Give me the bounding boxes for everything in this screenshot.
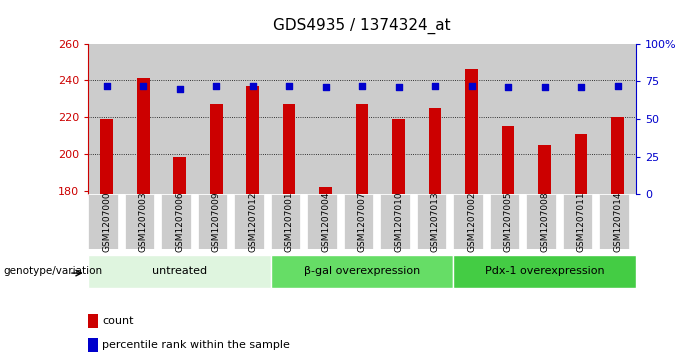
Bar: [100, 119, 113, 194]
Point: [539, 84, 550, 90]
FancyBboxPatch shape: [454, 194, 483, 249]
Text: GSM1207011: GSM1207011: [577, 191, 585, 252]
Point: [612, 83, 623, 89]
FancyBboxPatch shape: [198, 194, 227, 249]
Bar: [575, 134, 588, 194]
FancyBboxPatch shape: [380, 194, 410, 249]
Bar: [344, 44, 380, 194]
Bar: [380, 44, 417, 194]
Text: GDS4935 / 1374324_at: GDS4935 / 1374324_at: [273, 17, 451, 33]
Bar: [526, 44, 563, 194]
Text: GSM1207010: GSM1207010: [394, 191, 403, 252]
Point: [320, 84, 331, 90]
Point: [211, 83, 222, 89]
Point: [393, 84, 404, 90]
Bar: [611, 117, 624, 194]
Bar: [125, 44, 161, 194]
FancyBboxPatch shape: [161, 194, 191, 249]
Text: GSM1207001: GSM1207001: [285, 191, 294, 252]
Text: Pdx-1 overexpression: Pdx-1 overexpression: [485, 266, 605, 276]
Bar: [88, 44, 125, 194]
FancyBboxPatch shape: [307, 194, 337, 249]
Bar: [599, 44, 636, 194]
Text: GSM1207008: GSM1207008: [540, 191, 549, 252]
Bar: [161, 44, 198, 194]
FancyBboxPatch shape: [344, 194, 373, 249]
Bar: [173, 158, 186, 194]
Point: [466, 83, 477, 89]
Bar: [271, 44, 307, 194]
Point: [137, 83, 149, 89]
Text: untreated: untreated: [152, 266, 207, 276]
Text: GSM1207003: GSM1207003: [139, 191, 148, 252]
Bar: [417, 44, 454, 194]
Text: GSM1207009: GSM1207009: [211, 191, 220, 252]
Point: [503, 84, 513, 90]
Text: GSM1207012: GSM1207012: [248, 191, 257, 252]
Point: [248, 83, 258, 89]
Bar: [502, 126, 515, 194]
Bar: [538, 144, 551, 194]
Bar: [465, 69, 478, 194]
Text: GSM1207013: GSM1207013: [430, 191, 439, 252]
FancyBboxPatch shape: [235, 194, 264, 249]
FancyBboxPatch shape: [563, 194, 592, 249]
FancyBboxPatch shape: [88, 255, 271, 288]
Text: GSM1207014: GSM1207014: [613, 191, 622, 252]
FancyBboxPatch shape: [125, 194, 154, 249]
FancyBboxPatch shape: [526, 194, 556, 249]
Bar: [490, 44, 526, 194]
Text: count: count: [102, 316, 133, 326]
Point: [575, 84, 586, 90]
Text: GSM1207006: GSM1207006: [175, 191, 184, 252]
Bar: [392, 119, 405, 194]
FancyBboxPatch shape: [417, 194, 446, 249]
Bar: [454, 44, 490, 194]
Bar: [209, 104, 222, 194]
Bar: [563, 44, 599, 194]
Text: GSM1207007: GSM1207007: [358, 191, 367, 252]
FancyBboxPatch shape: [599, 194, 629, 249]
Point: [356, 83, 367, 89]
FancyBboxPatch shape: [454, 255, 636, 288]
Bar: [235, 44, 271, 194]
Bar: [198, 44, 235, 194]
Point: [101, 83, 112, 89]
Point: [284, 83, 294, 89]
Bar: [356, 104, 369, 194]
Text: GSM1207005: GSM1207005: [504, 191, 513, 252]
FancyBboxPatch shape: [271, 194, 301, 249]
Bar: [88, 338, 98, 352]
FancyBboxPatch shape: [490, 194, 520, 249]
Bar: [88, 314, 98, 329]
Bar: [283, 104, 296, 194]
FancyBboxPatch shape: [271, 255, 454, 288]
Bar: [307, 44, 344, 194]
Text: GSM1207004: GSM1207004: [321, 191, 330, 252]
Point: [430, 83, 441, 89]
Text: GSM1207000: GSM1207000: [102, 191, 111, 252]
Point: [174, 86, 185, 91]
Text: percentile rank within the sample: percentile rank within the sample: [102, 340, 290, 350]
Bar: [428, 108, 441, 194]
Bar: [137, 78, 150, 194]
Text: genotype/variation: genotype/variation: [3, 266, 103, 276]
Text: β-gal overexpression: β-gal overexpression: [304, 266, 420, 276]
Bar: [246, 86, 259, 194]
Text: GSM1207002: GSM1207002: [467, 191, 476, 252]
FancyBboxPatch shape: [88, 194, 118, 249]
Bar: [319, 187, 332, 194]
